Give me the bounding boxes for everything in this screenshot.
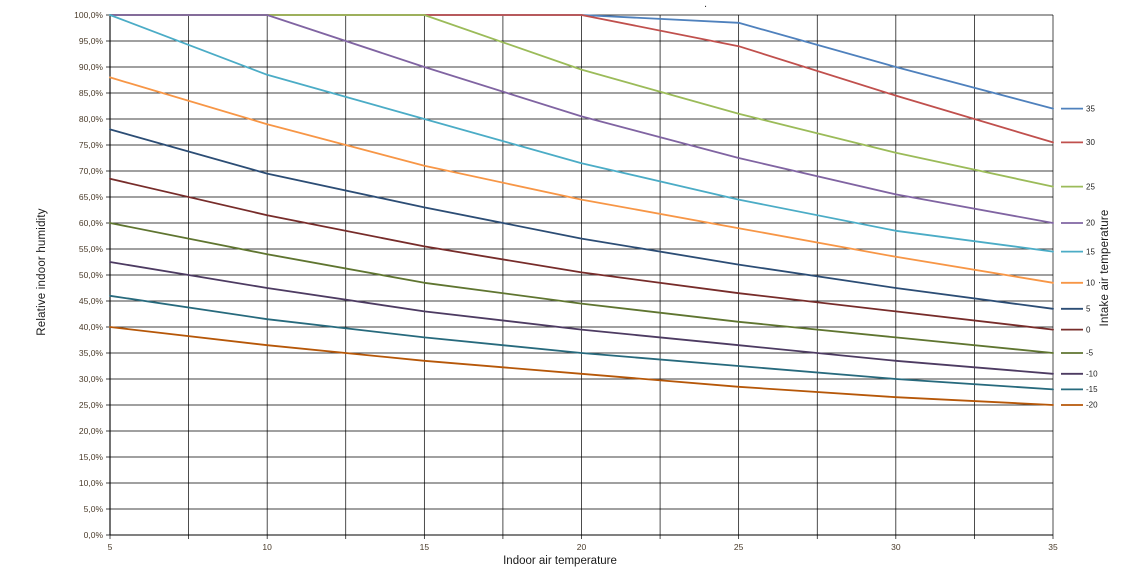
series-lines bbox=[109, 14, 1054, 406]
y-tick-label: 20,0% bbox=[79, 426, 104, 436]
x-tick-label: 20 bbox=[577, 542, 587, 552]
x-tick-label: 15 bbox=[420, 542, 430, 552]
y-axis-title: Relative indoor humidity bbox=[36, 208, 48, 336]
y-tick-label: 40,0% bbox=[79, 322, 104, 332]
legend-label-0: 0 bbox=[1086, 325, 1091, 334]
legend-label-25: 25 bbox=[1086, 182, 1095, 191]
legend-label--10: -10 bbox=[1086, 370, 1098, 379]
x-tick-label: 30 bbox=[891, 542, 901, 552]
x-tick-label: 5 bbox=[108, 542, 113, 552]
y-tick-labels: 0,0% 5,0% 10,0% 15,0% 20,0% 25,0% 30,0% 35,0% 40… bbox=[74, 10, 103, 540]
legend-label--20: -20 bbox=[1086, 401, 1098, 410]
series-line--20 bbox=[109, 326, 1054, 406]
y-tick-label: 50,0% bbox=[79, 270, 104, 280]
series-line-15 bbox=[109, 14, 1054, 253]
series-line--5 bbox=[109, 222, 1054, 354]
legend-item-0: 0 bbox=[1061, 325, 1091, 334]
y-tick-label: 75,0% bbox=[79, 140, 104, 150]
y-tick-label: 25,0% bbox=[79, 400, 104, 410]
series-line-10 bbox=[109, 76, 1054, 284]
y-tick-label: 90,0% bbox=[79, 62, 104, 72]
y-tick-label: 15,0% bbox=[79, 452, 104, 462]
y-tick-label: 55,0% bbox=[79, 244, 104, 254]
legend-item-30: 30 bbox=[1061, 138, 1095, 147]
legend-label-30: 30 bbox=[1086, 138, 1095, 147]
legend-item-5: 5 bbox=[1061, 305, 1091, 314]
y-tick-label: 5,0% bbox=[84, 504, 104, 514]
legend-item--15: -15 bbox=[1061, 385, 1098, 394]
legend-item-35: 35 bbox=[1061, 104, 1095, 113]
series-line-20 bbox=[109, 14, 1054, 224]
legend-item--5: -5 bbox=[1061, 349, 1094, 358]
x-tick-label: 35 bbox=[1048, 542, 1058, 552]
chart-title: . bbox=[704, 0, 708, 10]
legend-label--15: -15 bbox=[1086, 385, 1098, 394]
legend-label--5: -5 bbox=[1086, 349, 1094, 358]
legend-item-10: 10 bbox=[1061, 279, 1095, 288]
y-tick-label: 65,0% bbox=[79, 192, 104, 202]
y-tick-label: 80,0% bbox=[79, 114, 104, 124]
y-tick-label: 35,0% bbox=[79, 348, 104, 358]
series-line-0 bbox=[109, 177, 1054, 331]
legend-label-20: 20 bbox=[1086, 219, 1095, 228]
y-tick-label: 10,0% bbox=[79, 478, 104, 488]
legend-title: Intake air temperature bbox=[1099, 209, 1111, 327]
legend-label-5: 5 bbox=[1086, 305, 1091, 314]
legend-label-35: 35 bbox=[1086, 104, 1095, 113]
y-tick-label: 0,0% bbox=[84, 530, 104, 540]
legend-item-20: 20 bbox=[1061, 219, 1095, 228]
series-line-5 bbox=[109, 128, 1054, 310]
x-tick-labels: 5 10 15 20 25 30 35 bbox=[108, 542, 1058, 552]
y-tick-label: 95,0% bbox=[79, 36, 104, 46]
x-tick-label: 10 bbox=[262, 542, 272, 552]
x-tick-label: 25 bbox=[734, 542, 744, 552]
y-tick-label: 100,0% bbox=[74, 10, 103, 20]
y-tick-label: 85,0% bbox=[79, 88, 104, 98]
y-tick-label: 45,0% bbox=[79, 296, 104, 306]
y-tick-label: 70,0% bbox=[79, 166, 104, 176]
y-tick-label: 30,0% bbox=[79, 374, 104, 384]
legend-item-25: 25 bbox=[1061, 182, 1095, 191]
series-line--15 bbox=[109, 294, 1054, 391]
legend: 35 30 25 20 15 10 5 0 -5 -10 -15 -20 bbox=[1061, 104, 1098, 410]
legend-label-10: 10 bbox=[1086, 279, 1095, 288]
axes bbox=[109, 15, 1053, 536]
y-tick-label: 60,0% bbox=[79, 218, 104, 228]
legend-item-15: 15 bbox=[1061, 247, 1095, 256]
x-axis-title: Indoor air temperature bbox=[503, 555, 617, 567]
series-line--10 bbox=[109, 261, 1054, 375]
legend-label-15: 15 bbox=[1086, 247, 1095, 256]
legend-item--20: -20 bbox=[1061, 401, 1098, 410]
gridlines bbox=[106, 14, 1054, 539]
legend-item--10: -10 bbox=[1061, 370, 1098, 379]
